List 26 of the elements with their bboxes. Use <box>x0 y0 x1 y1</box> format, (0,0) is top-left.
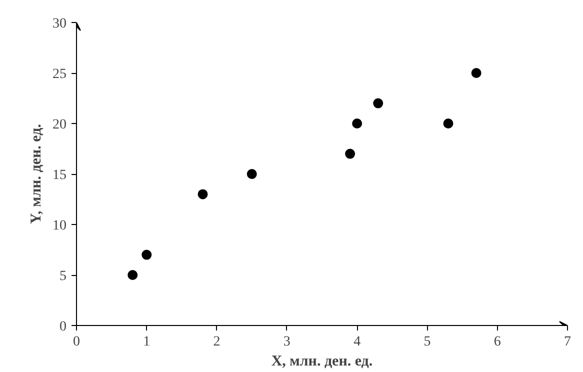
x-tick-label: 4 <box>354 334 361 350</box>
point <box>471 68 482 78</box>
x-tick-label: 0 <box>73 334 80 350</box>
x-tick-label: 3 <box>283 334 290 350</box>
y-tick-label: 20 <box>52 118 66 132</box>
y-tick-label: 5 <box>60 269 66 284</box>
x-tick-label: 2 <box>213 334 220 350</box>
y-axis-title: Y, млн. ден. ед. <box>28 124 44 224</box>
y-tick-label: 15 <box>52 168 66 183</box>
point <box>345 148 356 159</box>
point <box>198 189 208 200</box>
point <box>246 169 257 179</box>
y-tick-label: 10 <box>52 218 66 234</box>
y-tick-label: 30 <box>52 16 66 32</box>
point <box>373 98 384 108</box>
x-axis-title: X, млн. ден. ед. <box>271 354 373 370</box>
x-tick-label: 7 <box>564 334 571 350</box>
x-tick-label: 5 <box>424 334 431 350</box>
point <box>142 250 152 260</box>
y-tick-label: 25 <box>52 67 66 82</box>
y-tick-label: 0 <box>60 320 66 334</box>
point <box>443 118 454 128</box>
point <box>352 118 362 128</box>
x-tick-label: 6 <box>494 334 501 350</box>
x-tick-label: 1 <box>143 334 150 350</box>
point <box>128 270 138 280</box>
